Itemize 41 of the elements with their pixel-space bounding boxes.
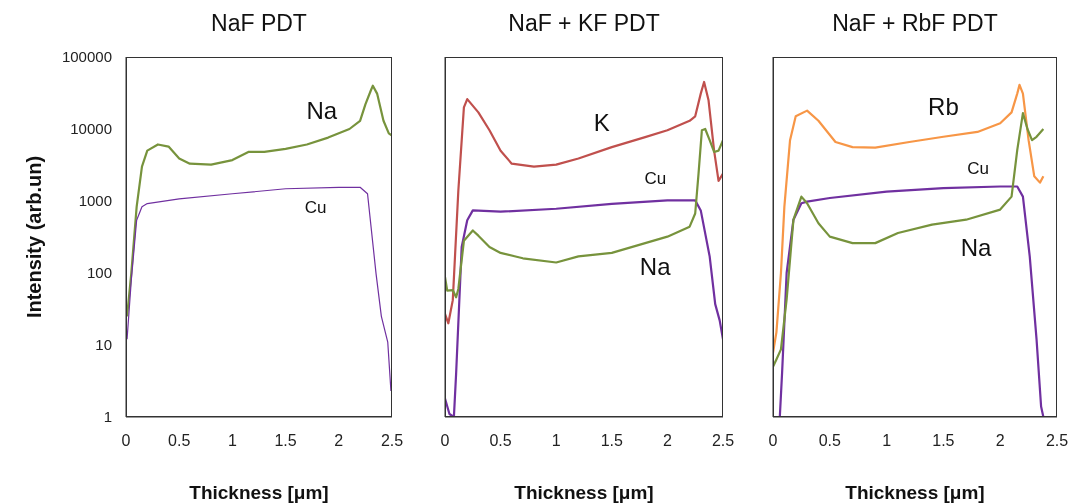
- x-tick-label: 1: [227, 432, 237, 450]
- series-label: Na: [306, 97, 338, 125]
- y-tick-label: 10: [95, 336, 112, 354]
- series-label: Cu: [304, 197, 327, 217]
- x-tick-label: 0: [121, 432, 131, 450]
- line-series: [126, 186, 392, 392]
- series-label: Cu: [644, 169, 667, 189]
- y-tick-label: 1000: [78, 192, 112, 210]
- x-axis-title: Thickness [μm]: [514, 482, 654, 503]
- series-label: Cu: [967, 159, 990, 179]
- line-series: [126, 84, 392, 318]
- x-tick-label: 0: [768, 432, 778, 450]
- y-tick-label: 100000: [61, 48, 112, 66]
- x-tick-label: 2.5: [711, 432, 735, 450]
- x-tick-label: 2: [662, 432, 672, 450]
- x-tick-label: 1: [882, 432, 892, 450]
- series-label: Na: [639, 253, 672, 281]
- x-tick-label: 1.5: [600, 432, 624, 450]
- y-tick-label: 100: [86, 264, 112, 282]
- x-tick-label: 1.5: [274, 432, 297, 450]
- x-tick-label: 2: [334, 432, 344, 450]
- x-axis-title: Thickness [μm]: [845, 482, 985, 503]
- x-tick-label: 0: [440, 432, 450, 450]
- series-label: Na: [960, 233, 993, 261]
- y-tick-label: 10000: [70, 120, 112, 138]
- y-tick-label: 1: [103, 408, 112, 426]
- y-axis-title: Intensity (arb.un): [23, 155, 46, 319]
- x-tick-label: 1.5: [932, 432, 955, 450]
- x-tick-label: 2.5: [380, 432, 404, 450]
- x-tick-label: 0.5: [489, 432, 512, 450]
- chart-title: NaF PDT: [210, 10, 308, 37]
- x-tick-label: 0.5: [818, 432, 842, 450]
- x-axis-title: Thickness [μm]: [189, 482, 329, 503]
- series-label: K: [593, 109, 610, 137]
- x-tick-label: 1: [551, 432, 561, 450]
- x-tick-label: 2.5: [1045, 432, 1069, 450]
- chart-title: NaF + RbF PDT: [831, 10, 999, 37]
- series-label: Rb: [928, 92, 959, 120]
- x-tick-label: 0.5: [168, 432, 191, 450]
- x-tick-label: 2: [995, 432, 1005, 450]
- chart-title: NaF + KF PDT: [507, 10, 661, 37]
